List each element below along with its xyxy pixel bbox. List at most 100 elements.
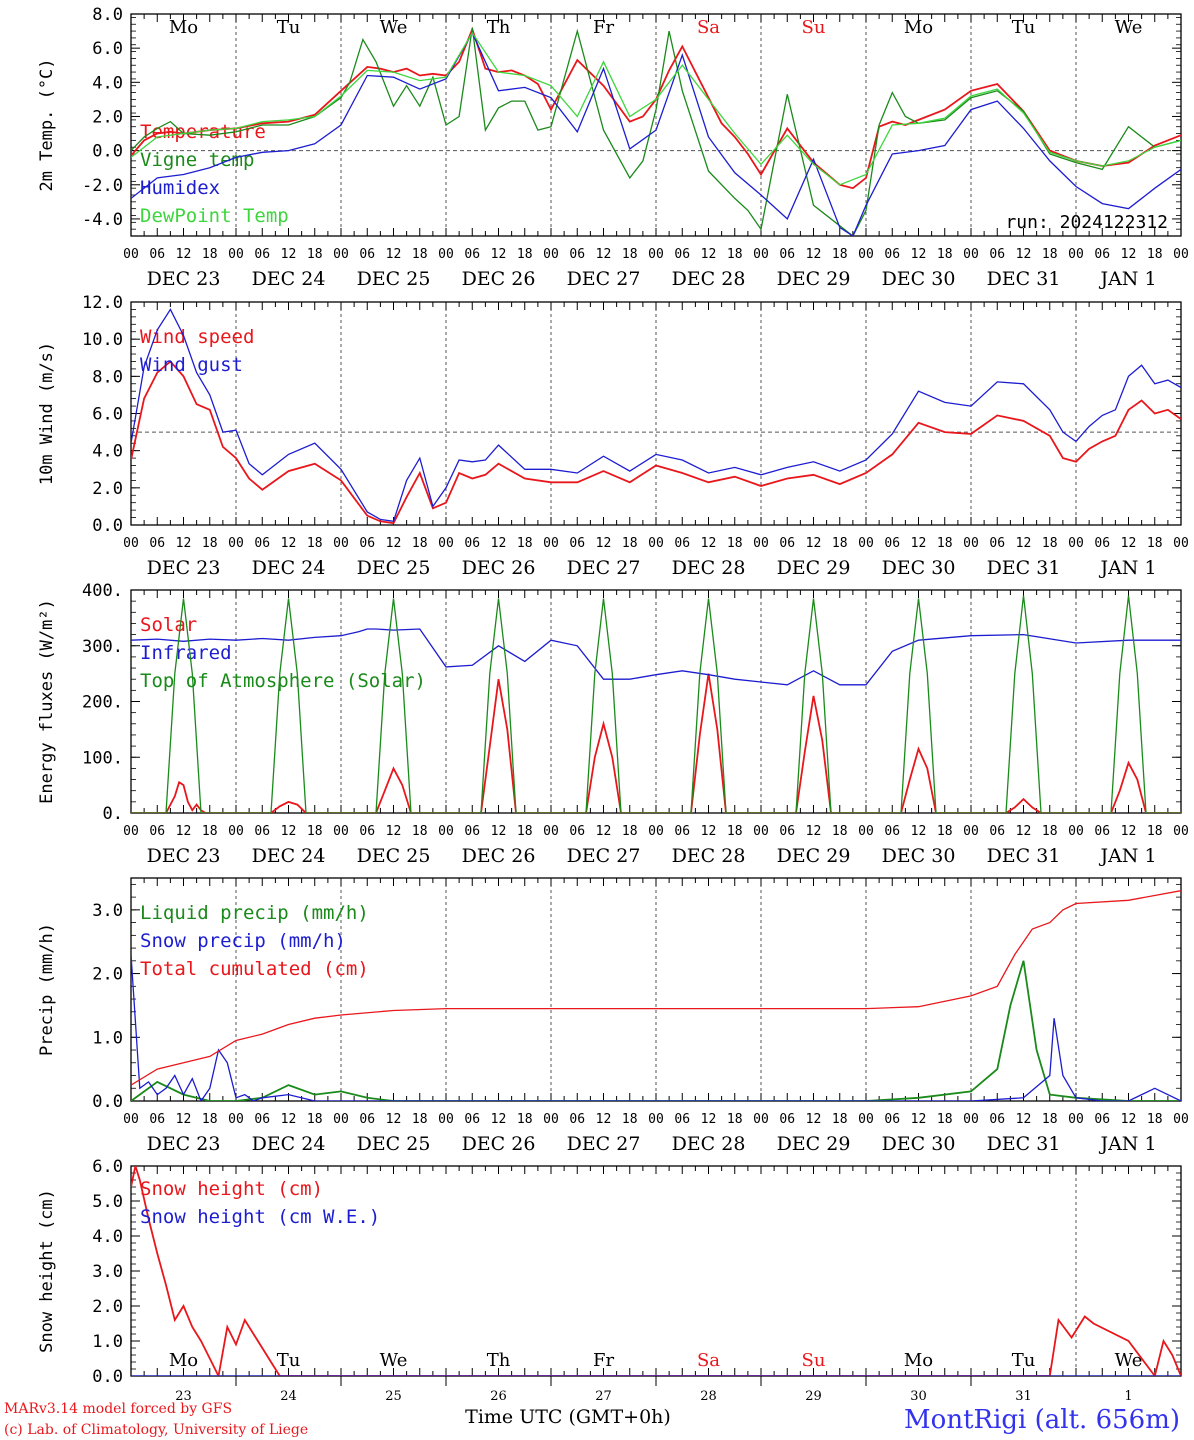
hour-label: 06 bbox=[674, 247, 690, 262]
series-line-humidex bbox=[131, 31, 1181, 236]
date-label: DEC 29 bbox=[777, 557, 851, 579]
hour-label: 06 bbox=[1094, 247, 1110, 262]
hour-label: 06 bbox=[464, 247, 480, 262]
hour-label: 00 bbox=[858, 1112, 874, 1127]
date-label: DEC 24 bbox=[252, 268, 326, 290]
hour-label: 00 bbox=[1068, 1112, 1084, 1127]
hour-label: 12 bbox=[911, 536, 927, 551]
hour-label: 12 bbox=[701, 824, 717, 839]
hour-label: 06 bbox=[989, 247, 1005, 262]
hour-label: 18 bbox=[1042, 824, 1058, 839]
hour-label: 12 bbox=[806, 1112, 822, 1127]
series-line-total-cumulated-cm- bbox=[131, 890, 1181, 1086]
hour-label: 12 bbox=[596, 824, 612, 839]
hour-label: 00 bbox=[1068, 536, 1084, 551]
hour-label: 00 bbox=[963, 1112, 979, 1127]
y-tick-label: 0.0 bbox=[92, 516, 123, 536]
hour-label: 18 bbox=[1042, 1112, 1058, 1127]
hour-label: 12 bbox=[596, 1112, 612, 1127]
hour-label: 12 bbox=[911, 1112, 927, 1127]
hour-label: 18 bbox=[412, 247, 428, 262]
hour-label: 06 bbox=[359, 824, 375, 839]
hour-label: 12 bbox=[1016, 824, 1032, 839]
hour-label: 06 bbox=[884, 536, 900, 551]
hour-label: 12 bbox=[1121, 536, 1137, 551]
hour-label: 00 bbox=[1173, 247, 1189, 262]
hour-label: 18 bbox=[622, 536, 638, 551]
hour-label: 12 bbox=[386, 824, 402, 839]
date-label: DEC 28 bbox=[672, 1133, 746, 1155]
hour-label: 00 bbox=[648, 247, 664, 262]
date-label: DEC 24 bbox=[252, 1133, 326, 1155]
y-tick-label: 0.0 bbox=[92, 1367, 123, 1387]
hour-label: 06 bbox=[254, 536, 270, 551]
y-tick-label: 200. bbox=[82, 693, 123, 713]
date-label: DEC 28 bbox=[672, 845, 746, 867]
hour-label: 06 bbox=[674, 824, 690, 839]
hour-label: 12 bbox=[491, 824, 507, 839]
hour-label: 18 bbox=[307, 536, 323, 551]
hour-label: 18 bbox=[727, 824, 743, 839]
y-tick-label: 2.0 bbox=[92, 965, 123, 985]
hour-label: 12 bbox=[1016, 247, 1032, 262]
hour-label: 00 bbox=[648, 1112, 664, 1127]
hour-label: 12 bbox=[1016, 1112, 1032, 1127]
legend-entry: Wind gust bbox=[140, 354, 243, 376]
hour-label: 06 bbox=[779, 824, 795, 839]
hour-label: 00 bbox=[228, 247, 244, 262]
hour-label: 06 bbox=[569, 536, 585, 551]
hour-label: 18 bbox=[1147, 536, 1163, 551]
date-label: DEC 31 bbox=[987, 1133, 1061, 1155]
date-label: DEC 31 bbox=[987, 845, 1061, 867]
hour-label: 06 bbox=[359, 536, 375, 551]
hour-label: 18 bbox=[1147, 824, 1163, 839]
hour-label: 00 bbox=[543, 824, 559, 839]
date-label: DEC 24 bbox=[252, 557, 326, 579]
day-number-label: 24 bbox=[280, 1389, 297, 1404]
panel-3: 400. 300. 200. 100. 0. Energy fluxes (W/m²) 00… bbox=[37, 581, 1189, 867]
hour-label: 00 bbox=[1068, 247, 1084, 262]
day-number-label: 29 bbox=[805, 1389, 822, 1404]
hour-label: 00 bbox=[543, 247, 559, 262]
date-label: DEC 31 bbox=[987, 557, 1061, 579]
series-line-wind-speed bbox=[131, 360, 1181, 525]
y-tick-label: 3.0 bbox=[92, 901, 123, 921]
hour-label: 06 bbox=[989, 536, 1005, 551]
hour-label: 12 bbox=[386, 247, 402, 262]
series-line-wind-gust bbox=[131, 308, 1181, 523]
hour-label: 06 bbox=[569, 247, 585, 262]
legend-entry: Humidex bbox=[140, 177, 220, 199]
hour-label: 00 bbox=[123, 1112, 139, 1127]
hour-label: 00 bbox=[1068, 824, 1084, 839]
y-tick-label: 2.0 bbox=[92, 1297, 123, 1317]
hour-label: 18 bbox=[937, 536, 953, 551]
hour-label: 12 bbox=[806, 247, 822, 262]
series-line-solar bbox=[131, 673, 1181, 813]
day-number-label: 28 bbox=[700, 1389, 717, 1404]
date-label: DEC 23 bbox=[147, 1133, 221, 1155]
hour-label: 00 bbox=[648, 536, 664, 551]
date-label: DEC 23 bbox=[147, 557, 221, 579]
hour-label: 12 bbox=[386, 536, 402, 551]
hour-label: 06 bbox=[779, 247, 795, 262]
y-tick-label: 100. bbox=[82, 748, 123, 768]
hour-label: 00 bbox=[648, 824, 664, 839]
hour-label: 18 bbox=[937, 247, 953, 262]
date-label: DEC 23 bbox=[147, 268, 221, 290]
y-tick-label: 8.0 bbox=[92, 367, 123, 387]
y-tick-label: 1.0 bbox=[92, 1332, 123, 1352]
hour-label: 00 bbox=[228, 1112, 244, 1127]
hour-label: 06 bbox=[779, 536, 795, 551]
day-number-label: 26 bbox=[490, 1389, 507, 1404]
hour-label: 06 bbox=[569, 824, 585, 839]
day-name-label: Mo bbox=[904, 17, 933, 38]
hour-label: 06 bbox=[149, 824, 165, 839]
legend-entry: Temperature bbox=[140, 121, 266, 143]
day-name-label: Fr bbox=[593, 1350, 614, 1371]
y-axis-label: 10m Wind (m/s) bbox=[37, 342, 57, 485]
date-label: DEC 27 bbox=[567, 268, 641, 290]
hour-label: 06 bbox=[989, 1112, 1005, 1127]
hour-label: 06 bbox=[464, 824, 480, 839]
hour-label: 06 bbox=[779, 1112, 795, 1127]
date-label: DEC 23 bbox=[147, 845, 221, 867]
